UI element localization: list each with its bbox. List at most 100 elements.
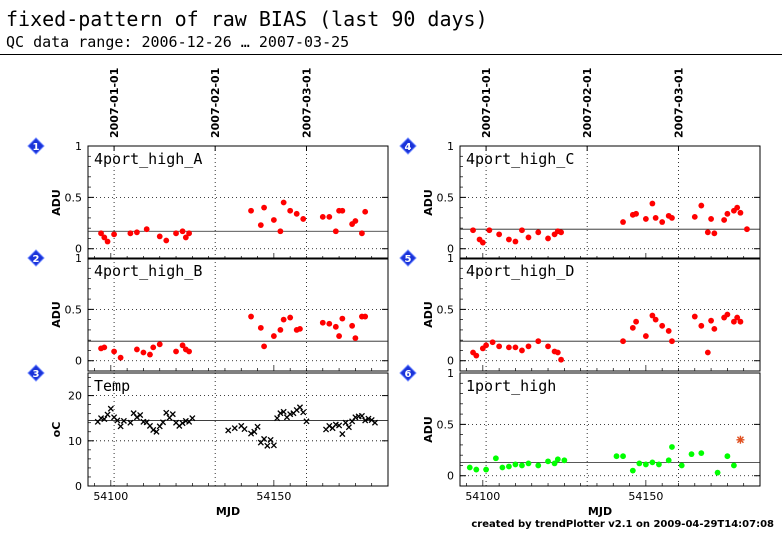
data-point <box>519 462 525 469</box>
panel-number-badge <box>399 364 417 382</box>
data-point <box>708 317 714 324</box>
data-point <box>613 453 620 460</box>
data-point <box>326 320 333 327</box>
data-point <box>117 354 124 361</box>
data-point <box>711 230 718 237</box>
data-point <box>332 228 339 235</box>
data-point <box>704 229 711 236</box>
data-point <box>127 419 134 426</box>
data-point <box>512 238 519 245</box>
data-point <box>470 227 476 234</box>
data-point <box>179 228 186 235</box>
panel-number-badge <box>27 364 45 382</box>
panel-frame <box>87 257 389 372</box>
data-point <box>134 229 140 236</box>
data-point <box>358 412 365 419</box>
data-point <box>300 409 307 416</box>
data-point <box>251 428 258 435</box>
data-point <box>734 204 741 211</box>
data-point <box>319 213 326 220</box>
data-point <box>345 424 352 431</box>
y-tick-label: 0.5 <box>65 303 83 316</box>
data-point <box>287 314 294 321</box>
data-point <box>261 343 267 350</box>
date-tick-label: 2007-03-01 <box>300 68 313 138</box>
data-point <box>297 325 303 332</box>
data-point <box>359 230 365 237</box>
data-point <box>649 200 656 207</box>
y-tick-label: 0.5 <box>437 418 455 431</box>
panel-2: 0 0.5 1 ADU 4port_high_B 2 <box>27 249 389 372</box>
data-point <box>486 227 493 234</box>
panel-label: 4port_high_A <box>94 150 202 168</box>
data-point <box>698 450 705 457</box>
data-point <box>150 426 157 434</box>
data-point <box>731 318 737 325</box>
y-tick-label: 10 <box>68 435 82 448</box>
data-point <box>659 219 666 225</box>
data-point <box>525 343 532 350</box>
data-point <box>277 228 284 235</box>
data-point <box>296 404 304 411</box>
data-point <box>362 313 369 320</box>
data-point <box>280 199 287 206</box>
data-point <box>744 226 750 233</box>
data-point <box>525 234 532 241</box>
panel-number-badge <box>399 249 417 267</box>
data-point <box>652 316 659 323</box>
page-subtitle: QC data range: 2006-12-26 … 2007-03-25 <box>6 33 350 51</box>
data-point <box>127 230 134 237</box>
data-point <box>473 466 480 473</box>
data-point <box>506 236 512 243</box>
data-point <box>512 344 519 351</box>
data-point <box>649 459 656 466</box>
data-point <box>652 215 659 221</box>
data-point <box>101 234 108 241</box>
x-tick-label: 54100 <box>93 490 128 503</box>
y-tick-label: 0 <box>447 355 454 368</box>
data-point <box>721 217 728 223</box>
data-point <box>349 322 356 329</box>
data-point <box>336 333 342 339</box>
data-point <box>545 458 551 465</box>
panel-6: 0 0.5 1 ADU 1port_high 6 54100 54150 MJD <box>399 364 761 518</box>
y-axis-label: ADU <box>50 301 63 328</box>
data-point <box>525 460 532 467</box>
date-tick-label: 2007-01-01 <box>480 68 493 138</box>
panel-frame <box>459 257 761 372</box>
data-point <box>104 238 111 245</box>
panel-3: 0 10 20 oC Temp 3 54100 54150 MJD <box>27 364 389 518</box>
data-point <box>147 351 153 358</box>
data-point <box>231 425 238 432</box>
data-point <box>656 461 662 468</box>
panel-frame <box>459 372 761 487</box>
data-point <box>247 430 255 437</box>
data-point <box>636 460 643 467</box>
y-tick-label: 0.5 <box>437 191 455 204</box>
panel-label: 4port_high_B <box>94 262 202 280</box>
data-point <box>120 417 127 424</box>
y-tick-label: 20 <box>68 390 82 403</box>
data-point <box>629 467 636 474</box>
panel-frame <box>87 145 389 260</box>
data-point <box>254 423 261 430</box>
data-point <box>496 343 503 350</box>
data-point <box>558 229 564 236</box>
panel-number: 5 <box>405 254 412 265</box>
data-point <box>708 216 714 222</box>
data-point <box>714 469 721 476</box>
data-point <box>186 230 192 237</box>
data-point <box>300 216 307 222</box>
data-point <box>479 239 486 246</box>
x-tick-label: 54100 <box>465 490 500 503</box>
data-point <box>642 216 649 222</box>
data-point <box>280 408 287 415</box>
data-point <box>274 415 281 422</box>
y-axis-label: ADU <box>422 189 435 216</box>
data-point <box>665 457 672 464</box>
data-point <box>107 405 114 412</box>
data-point <box>179 420 186 427</box>
data-point <box>267 436 274 443</box>
panel-number: 3 <box>33 369 40 380</box>
